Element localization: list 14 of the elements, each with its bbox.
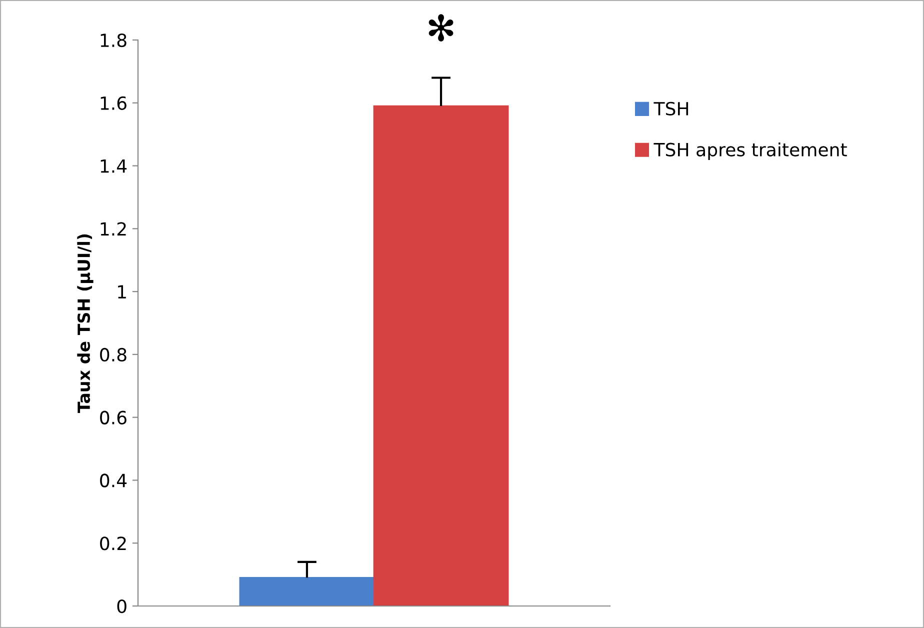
y-tick-label: 0.6	[100, 410, 126, 424]
y-tick-label: 0	[117, 599, 126, 614]
legend-label: TSH apres traitement	[654, 142, 847, 160]
y-tick-label: 1.6	[100, 96, 126, 110]
y-tick-label: 1.8	[100, 33, 126, 48]
y-tick-label: 0.2	[100, 536, 126, 550]
annotation: ✻	[428, 14, 454, 42]
y-tick-label: 1	[118, 285, 126, 298]
y-tick-label: 1.4	[100, 159, 127, 173]
y-axis-title: Taux de TSH (µUI/l)	[77, 234, 94, 413]
y-tick-label: 0.4	[100, 474, 127, 488]
y-tick-label: 1.2	[100, 222, 126, 236]
legend-label: TSH	[654, 102, 688, 116]
y-tick-label: 0.8	[100, 348, 126, 362]
